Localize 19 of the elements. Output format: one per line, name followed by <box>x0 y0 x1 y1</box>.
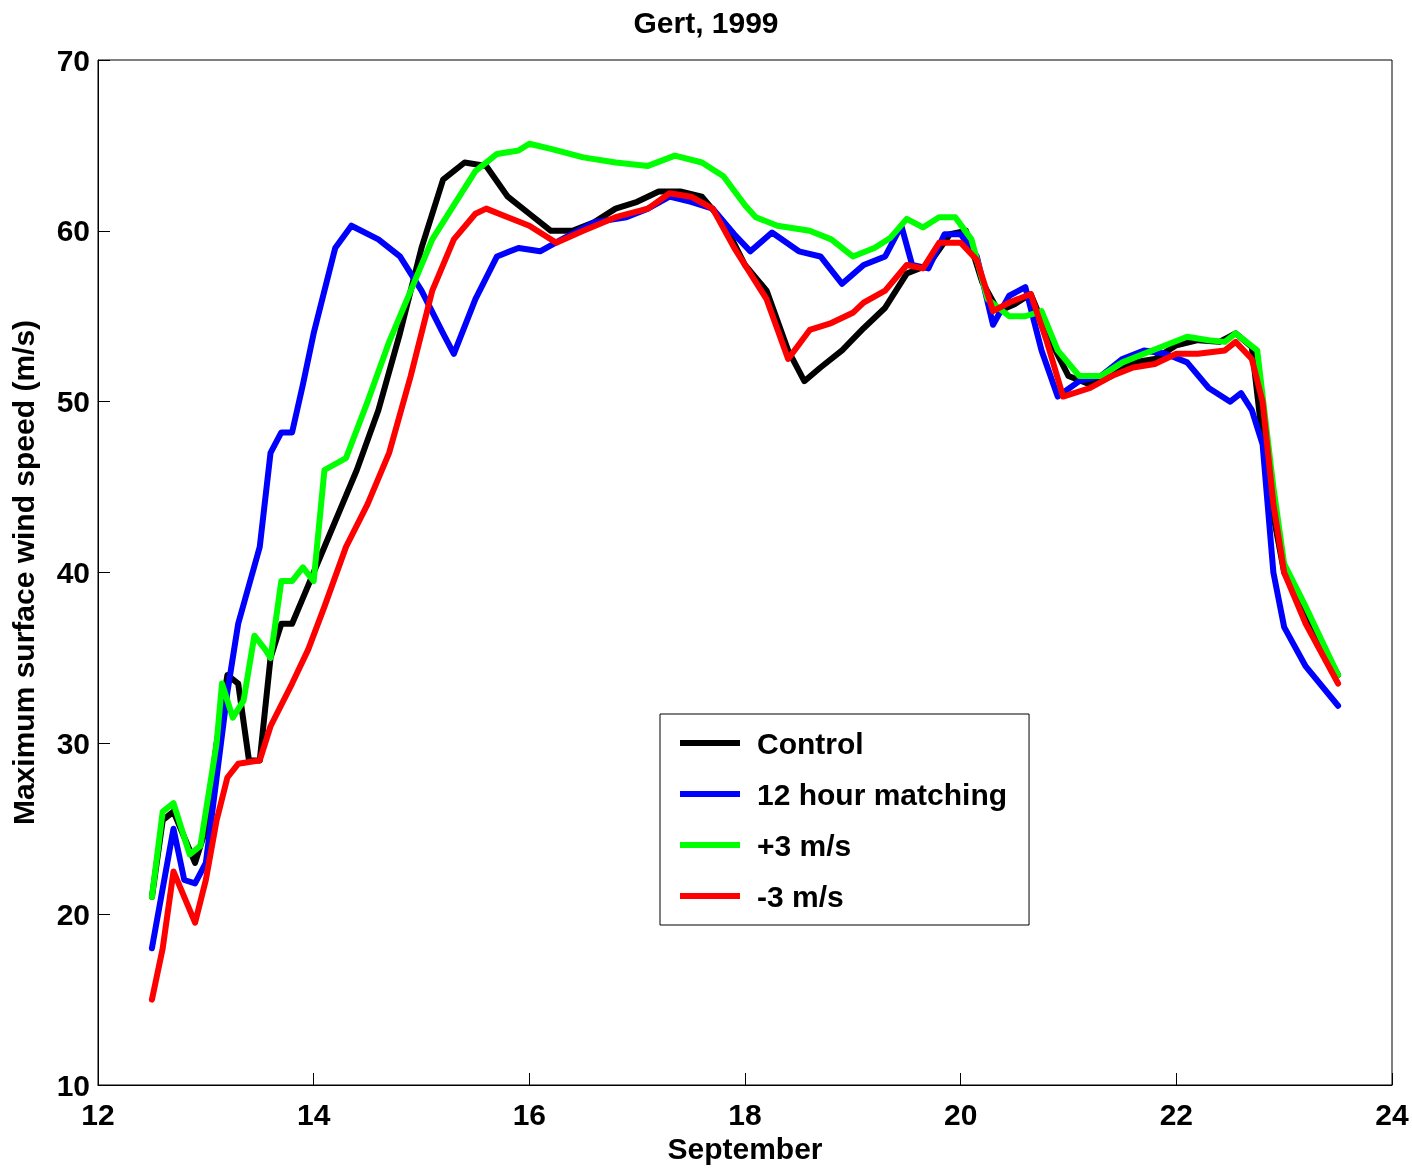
y-tick-label: 30 <box>56 726 90 760</box>
x-tick-label: 20 <box>943 1097 978 1131</box>
y-tick-label: 20 <box>56 897 90 931</box>
x-tick-label: 14 <box>296 1097 331 1131</box>
legend-label: +3 m/s <box>757 828 852 862</box>
x-tick-label: 24 <box>1375 1097 1409 1131</box>
x-tick-label: 16 <box>512 1097 547 1131</box>
y-tick-label: 70 <box>56 43 90 77</box>
x-tick-label: 22 <box>1159 1097 1194 1131</box>
x-axis-title: September <box>667 1132 823 1166</box>
y-tick-label: 40 <box>56 556 90 589</box>
y-axis-title: Maximum surface wind speed (m/s) <box>6 319 40 826</box>
y-tick-label: 60 <box>56 214 90 248</box>
y-tick-label: 50 <box>56 385 90 419</box>
legend-label: -3 m/s <box>757 879 844 913</box>
x-tick-label: 18 <box>728 1097 762 1131</box>
chart-title: Gert, 1999 <box>633 5 779 39</box>
legend-label: 12 hour matching <box>757 777 1008 811</box>
legend-label: Control <box>757 726 864 760</box>
